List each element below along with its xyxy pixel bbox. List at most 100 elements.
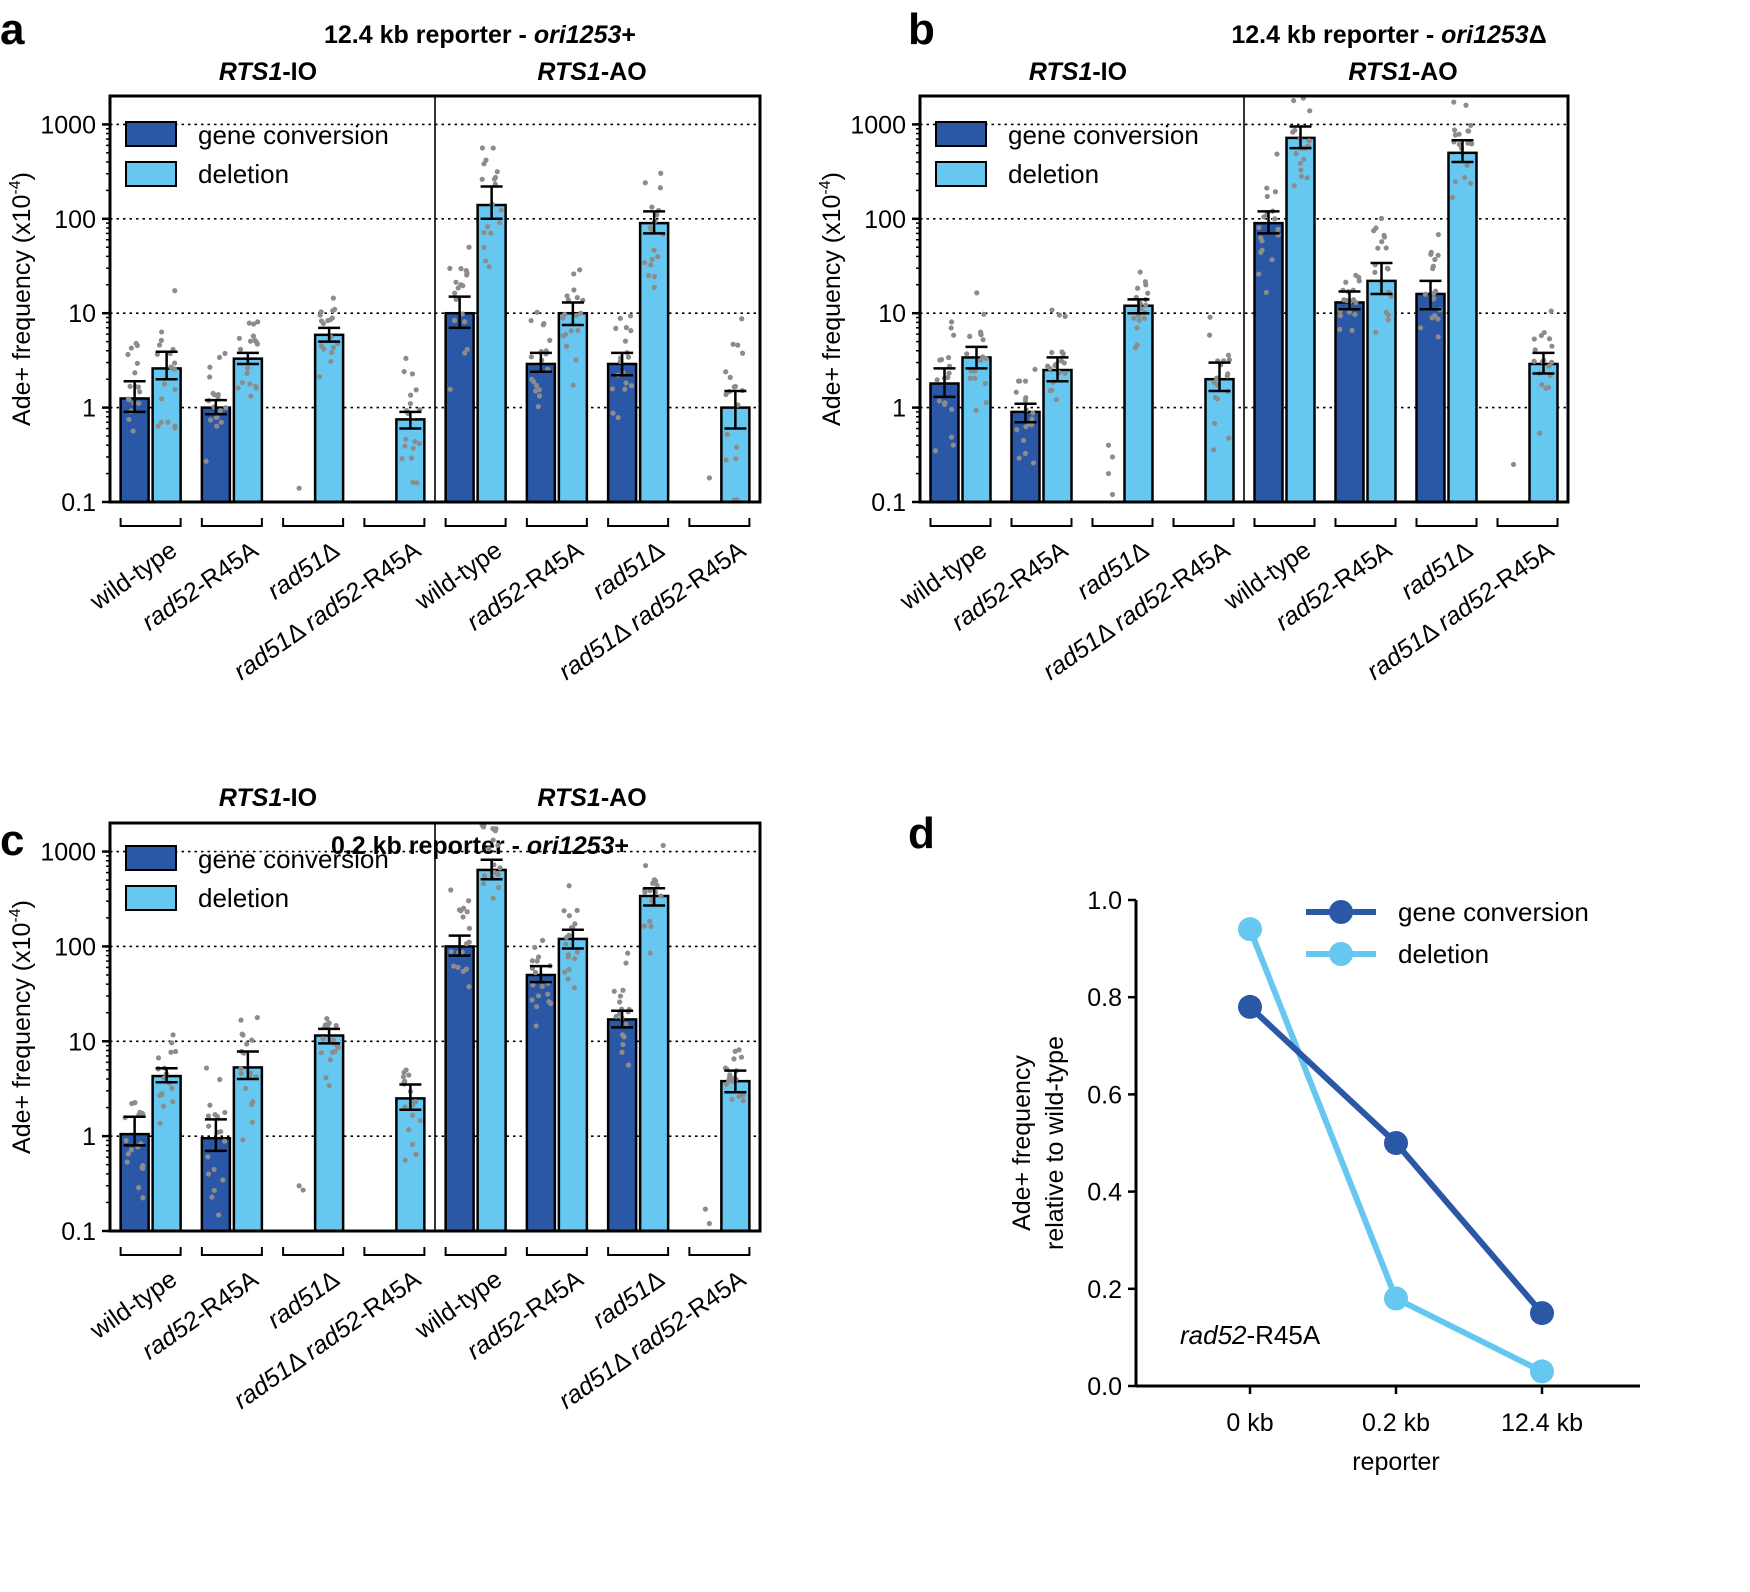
data-point xyxy=(574,295,580,301)
data-point xyxy=(483,157,489,163)
bar-gene-conversion-6 xyxy=(1415,292,1446,504)
data-point xyxy=(561,908,567,914)
data-point xyxy=(529,958,535,964)
data-point xyxy=(623,380,629,386)
data-point xyxy=(490,826,496,832)
data-point xyxy=(1134,342,1140,348)
panel-b-title: 12.4 kb reporter - ori1253Δ xyxy=(1231,21,1546,49)
y-tick-label: 1000 xyxy=(850,111,906,139)
data-point xyxy=(244,1041,250,1047)
data-point xyxy=(573,357,579,363)
data-point xyxy=(948,319,955,325)
data-point xyxy=(413,1098,419,1105)
data-point xyxy=(733,456,739,462)
data-point xyxy=(466,983,472,990)
y-axis-label-text: Ade+ frequency (x10 xyxy=(8,923,36,1154)
data-point xyxy=(332,1048,338,1054)
data-point xyxy=(1022,450,1028,456)
data-point xyxy=(736,1047,742,1053)
legend-label-gene-conversion: gene conversion xyxy=(198,120,389,150)
data-point xyxy=(1352,311,1358,318)
y-axis-label: Ade+ frequency (x10-4) xyxy=(7,900,36,1154)
data-point xyxy=(1433,288,1439,294)
data-point xyxy=(330,344,337,350)
data-point xyxy=(983,356,989,362)
data-point xyxy=(130,428,136,434)
data-point xyxy=(453,296,459,302)
data-point xyxy=(209,1194,215,1200)
category-bracket xyxy=(363,1247,426,1256)
panel-b: b 12.4 kb reporter - ori1253Δ RTS1-IO RTS… xyxy=(817,5,1570,686)
y-axis-label: Ade+ frequency (x10-4) xyxy=(7,172,36,426)
group-title-1: RTS1-AO xyxy=(537,784,646,812)
data-point xyxy=(740,1098,746,1104)
data-point xyxy=(170,1032,176,1038)
category-text: -R45A xyxy=(999,536,1073,600)
data-point xyxy=(1449,194,1456,201)
data-point xyxy=(406,1126,412,1133)
data-point xyxy=(1432,256,1438,263)
panel-label-b: b xyxy=(908,5,935,54)
outlier-point xyxy=(296,485,302,491)
data-point xyxy=(320,1036,326,1042)
data-point xyxy=(158,1092,165,1098)
data-point xyxy=(623,1021,629,1027)
category-text: -R45A xyxy=(189,1265,263,1329)
data-point xyxy=(222,1138,228,1144)
data-point xyxy=(1548,308,1554,314)
category-text: -R45A xyxy=(677,536,751,600)
data-point xyxy=(460,968,466,975)
data-point xyxy=(1256,271,1262,277)
data-point xyxy=(159,329,165,335)
data-point xyxy=(413,387,419,393)
data-point xyxy=(729,1096,735,1102)
series-point-deletion-0 xyxy=(1238,917,1262,942)
bar-deletion-7 xyxy=(720,1079,751,1233)
data-point xyxy=(575,327,581,334)
data-point xyxy=(335,1044,341,1051)
y-axis-label-text: Ade+ frequency (x10 xyxy=(8,195,36,426)
y-axis-label-line1: Ade+ frequency xyxy=(1008,1055,1036,1231)
data-point xyxy=(401,1069,407,1076)
data-point xyxy=(458,282,464,288)
data-point xyxy=(571,287,577,293)
data-point xyxy=(533,388,539,394)
data-point xyxy=(571,985,577,991)
group-title-italic: RTS1 xyxy=(1348,58,1411,86)
group-title-text: -IO xyxy=(282,784,317,812)
data-point xyxy=(1375,245,1381,251)
data-point xyxy=(533,1023,539,1029)
data-point xyxy=(566,966,572,973)
data-point xyxy=(170,1099,176,1105)
data-point xyxy=(945,354,952,361)
data-point xyxy=(1356,278,1362,284)
data-point xyxy=(447,265,453,271)
data-point xyxy=(627,313,634,319)
data-point xyxy=(1134,285,1141,291)
data-point xyxy=(1293,150,1299,157)
category-bracket xyxy=(688,1247,751,1256)
data-point xyxy=(255,319,261,325)
data-point xyxy=(456,907,463,913)
bar-gene-conversion-1 xyxy=(200,406,232,504)
data-point xyxy=(563,941,569,947)
data-point xyxy=(548,1000,554,1007)
data-point xyxy=(172,288,178,294)
data-point xyxy=(463,941,470,947)
x-tick-label: 0 kb xyxy=(1226,1409,1273,1437)
data-point xyxy=(214,423,220,429)
data-point xyxy=(566,883,572,889)
outlier-point xyxy=(300,1187,306,1193)
data-point xyxy=(498,207,504,213)
data-point xyxy=(1274,151,1280,157)
data-point xyxy=(949,406,955,413)
data-point xyxy=(407,392,414,398)
data-point xyxy=(1430,263,1436,269)
data-point xyxy=(135,1185,142,1191)
data-point xyxy=(574,949,580,955)
y-tick-label: 100 xyxy=(54,206,96,234)
data-point xyxy=(327,1057,333,1063)
data-point xyxy=(613,325,619,331)
data-point xyxy=(140,1195,146,1201)
data-point xyxy=(1549,343,1555,349)
